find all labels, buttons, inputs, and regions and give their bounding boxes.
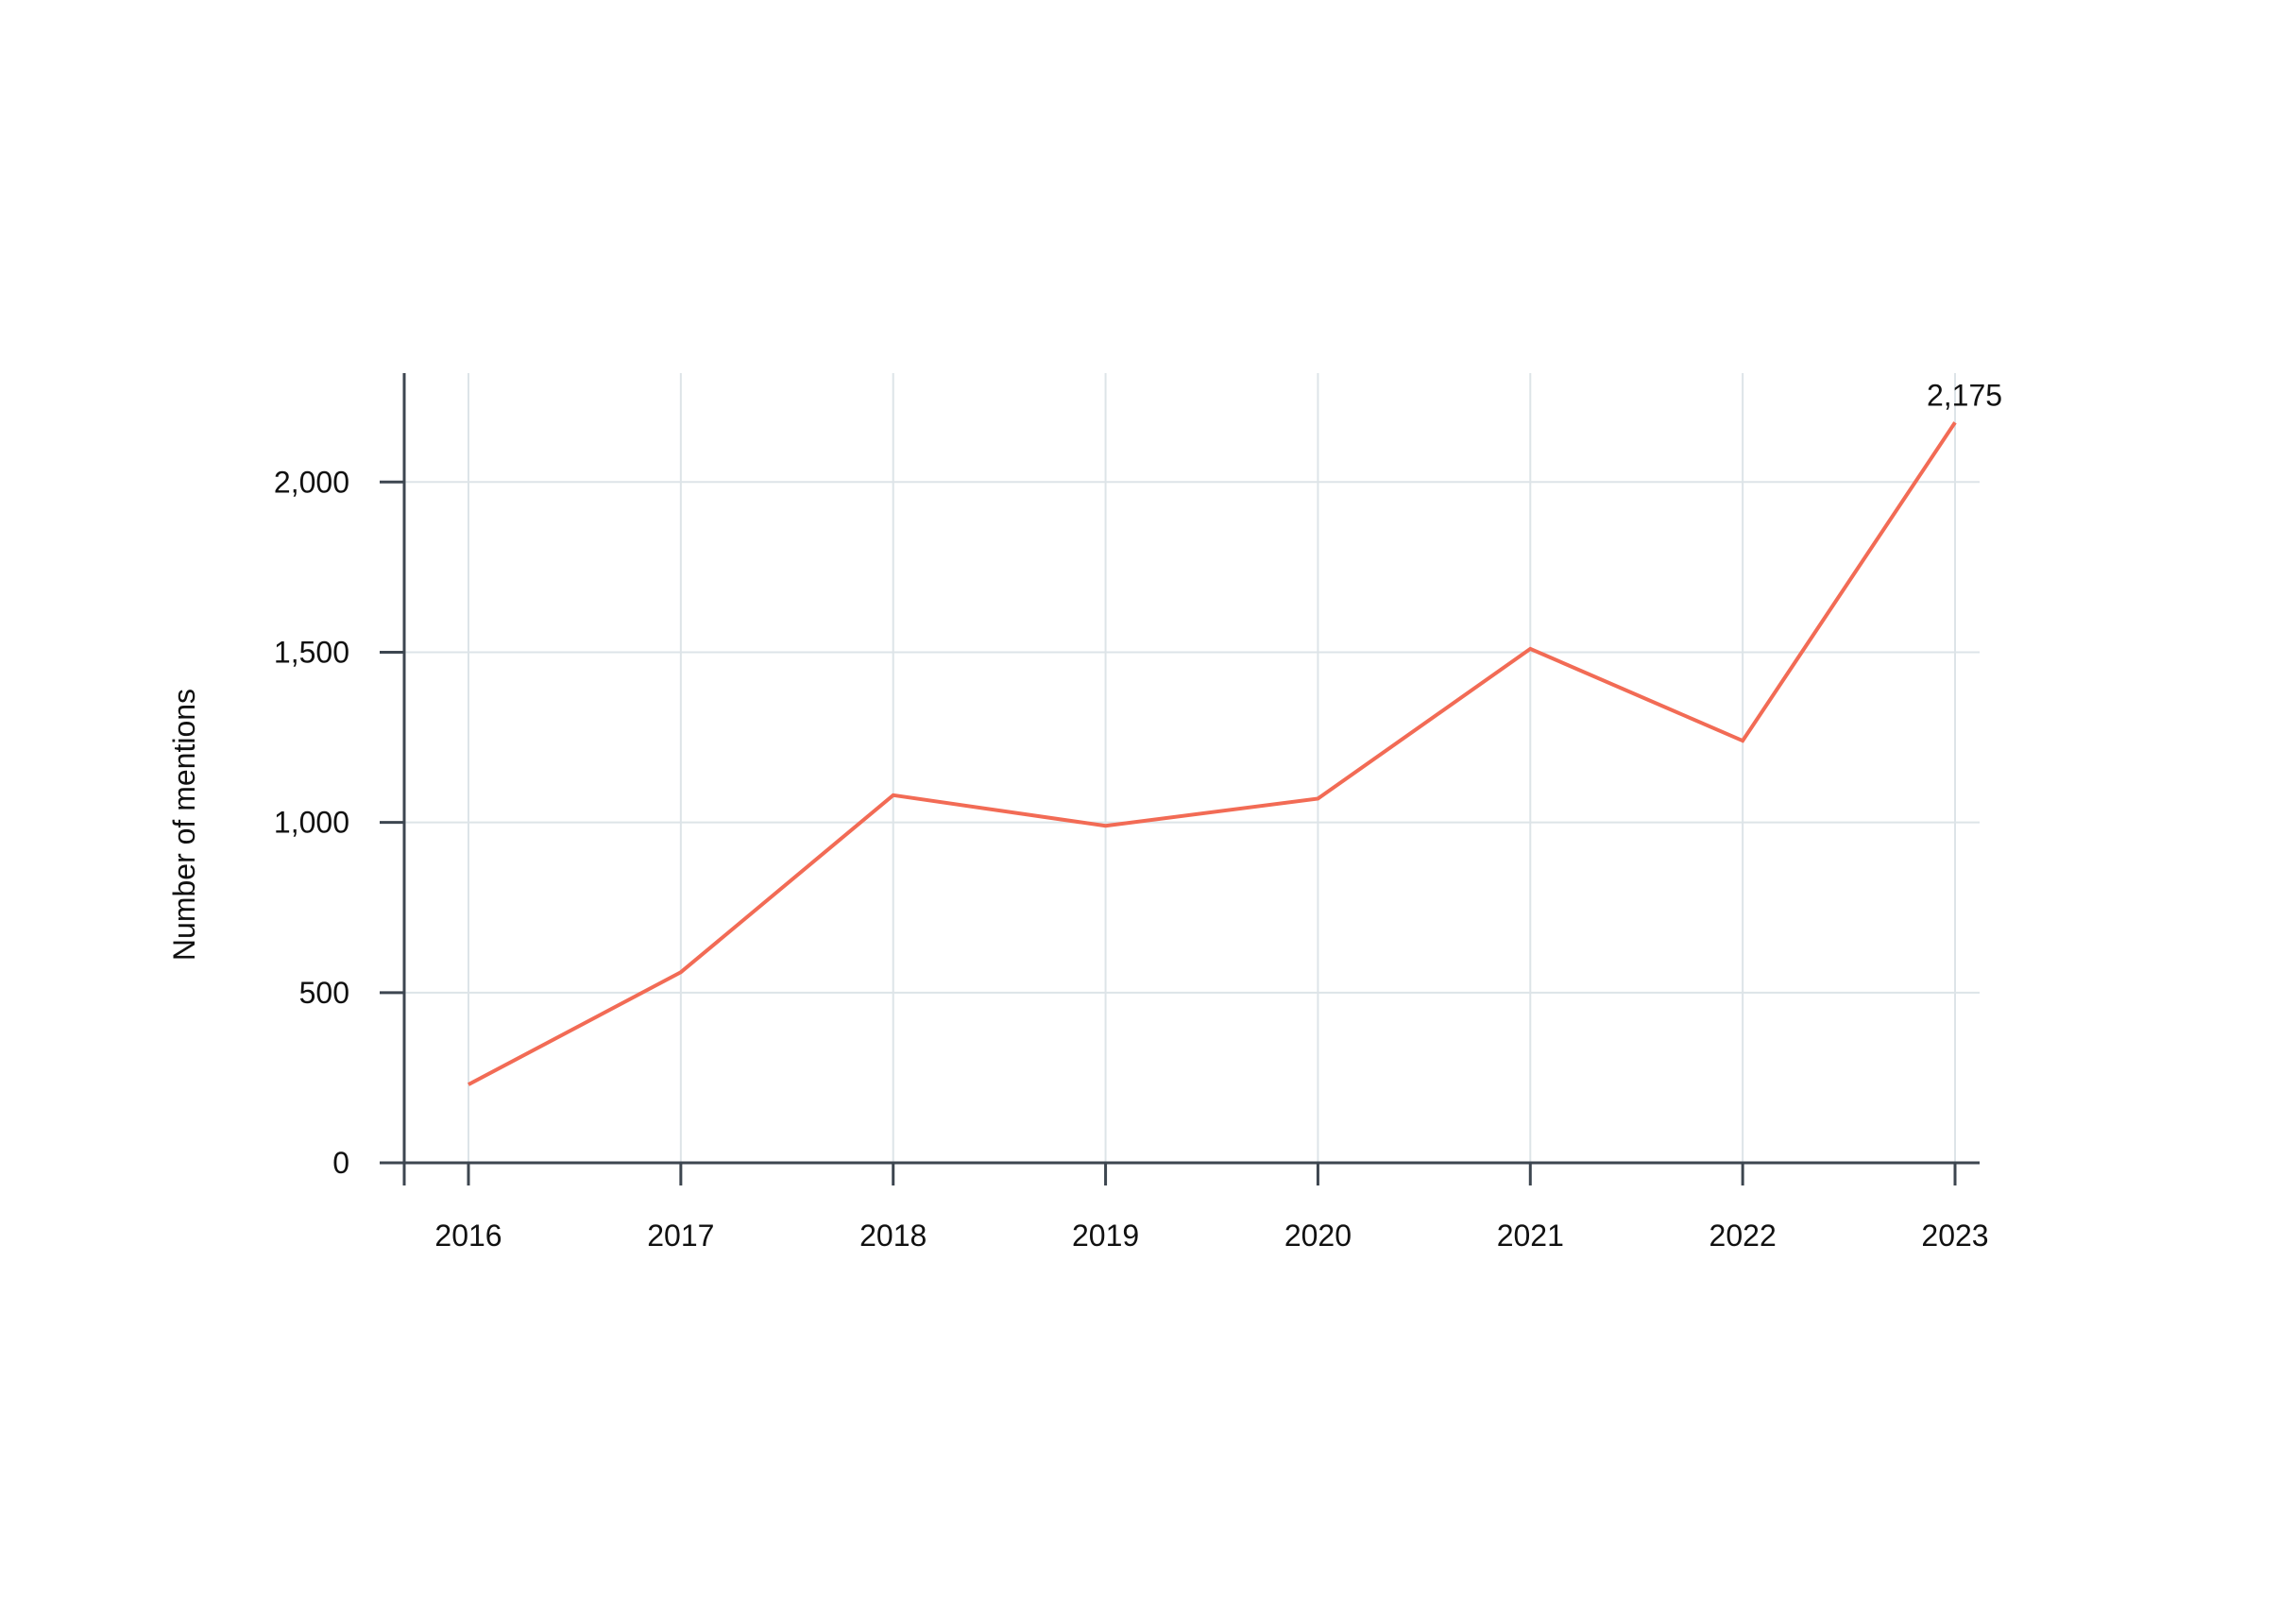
y-tick-label: 1,500 — [274, 635, 349, 669]
axes — [380, 373, 1980, 1185]
x-tick-label: 2017 — [647, 1219, 714, 1253]
series-line — [468, 421, 1957, 1086]
x-tick-label: 2018 — [859, 1219, 927, 1253]
data-label-2023: 2,175 — [1927, 378, 2002, 412]
annotations: 2,175 — [1927, 378, 2002, 412]
x-tick-label: 2022 — [1709, 1219, 1777, 1253]
tick-labels: 0 500 1,000 1,500 2,000 2016 2017 2018 2019 2020 2… — [274, 465, 1989, 1253]
y-tick-label: 2,000 — [274, 465, 349, 499]
series-layer — [468, 421, 1957, 1086]
x-tick-label: 2023 — [1921, 1219, 1988, 1253]
y-axis-label: Number of mentions — [167, 689, 201, 961]
y-tick-label: 1,000 — [274, 806, 349, 840]
grid-lines — [404, 373, 1980, 1163]
y-tick-label: 500 — [299, 976, 349, 1010]
x-tick-label: 2020 — [1284, 1219, 1352, 1253]
y-tick-label: 0 — [332, 1146, 349, 1180]
x-tick-label: 2016 — [434, 1219, 502, 1253]
x-tick-label: 2019 — [1072, 1219, 1139, 1253]
x-tick-label: 2021 — [1497, 1219, 1564, 1253]
